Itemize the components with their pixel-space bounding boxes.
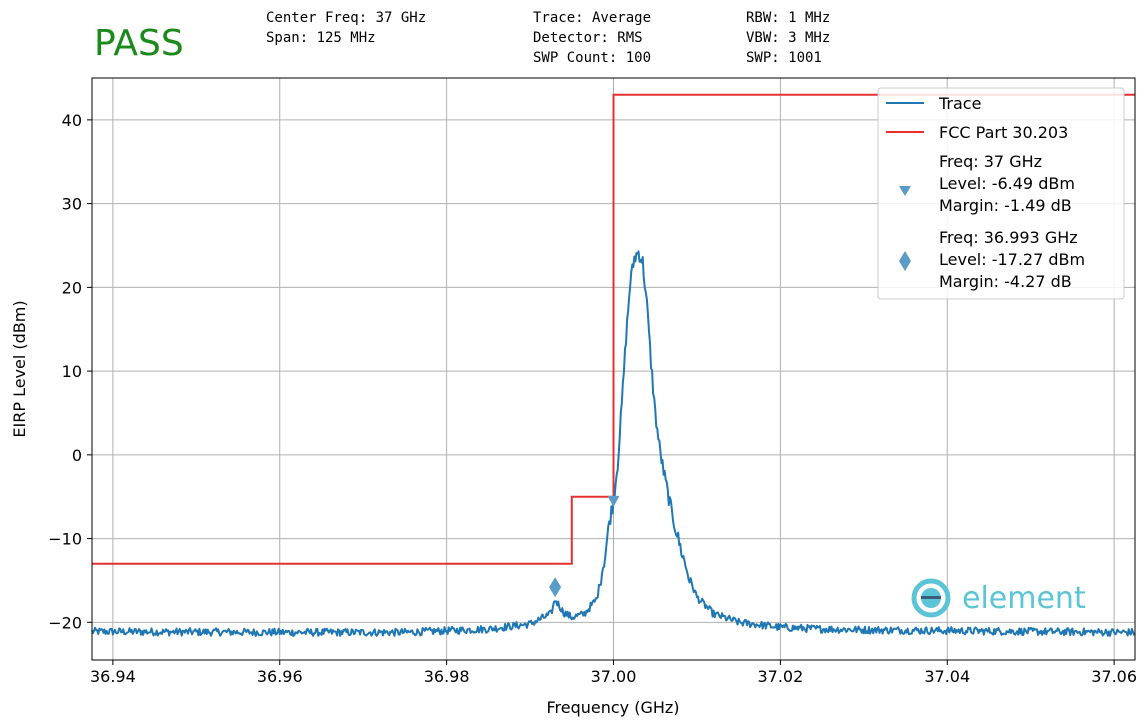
legend-box	[877, 87, 1125, 300]
legend-marker1-freq: Freq: 37 GHz	[939, 152, 1042, 171]
y-tick-label: 10	[62, 362, 82, 381]
y-tick-label: 30	[62, 195, 82, 214]
legend: Trace FCC Part 30.203 Freq: 37 GHz Level…	[877, 87, 1125, 300]
legend-limit-label: FCC Part 30.203	[939, 123, 1068, 142]
x-tick-label: 37.00	[591, 667, 637, 686]
y-tick-label: 20	[62, 278, 82, 297]
legend-marker2-diamond-icon	[899, 251, 911, 271]
element-logo: element	[911, 578, 1086, 618]
legend-trace-label: Trace	[938, 94, 981, 113]
header-rbw: RBW: 1 MHz	[746, 10, 830, 26]
legend-marker1-margin: Margin: -1.49 dB	[939, 196, 1072, 215]
legend-marker2-freq: Freq: 36.993 GHz	[939, 228, 1078, 247]
header-swp: SWP: 1001	[746, 50, 822, 66]
marker-1-triangle-down-icon	[607, 495, 620, 507]
y-tick-label: 40	[62, 111, 82, 130]
x-tick-label: 37.04	[924, 667, 970, 686]
legend-marker1-level: Level: -6.49 dBm	[939, 174, 1075, 193]
header-vbw: VBW: 3 MHz	[746, 30, 830, 46]
legend-marker2-level: Level: -17.27 dBm	[939, 250, 1085, 269]
marker-2-diamond-icon	[549, 577, 562, 598]
y-tick-label: −20	[48, 613, 82, 632]
logo-text: element	[962, 581, 1086, 616]
logo-circle-icon	[911, 578, 951, 618]
measurement-header: Center Freq: 37 GHz Span: 125 MHz Trace:…	[266, 10, 830, 66]
x-axis-label: Frequency (GHz)	[546, 698, 679, 717]
pass-status: PASS	[94, 23, 184, 64]
limit-line	[92, 93, 1135, 565]
x-tick-label: 36.94	[90, 667, 136, 686]
x-tick-label: 37.06	[1091, 667, 1137, 686]
y-tick-label: 0	[72, 446, 82, 465]
y-axis-label: EIRP Level (dBm)	[10, 300, 29, 437]
ticks: 36.94 36.96 36.98 37.00 37.02 37.04 37.06 −20 −1…	[48, 111, 1137, 686]
x-tick-label: 37.02	[757, 667, 803, 686]
header-center-freq: Center Freq: 37 GHz	[266, 10, 426, 26]
logo-bar-icon	[921, 596, 941, 599]
x-tick-label: 36.96	[257, 667, 303, 686]
header-swp-count: SWP Count: 100	[533, 50, 651, 66]
x-tick-label: 36.98	[424, 667, 470, 686]
header-trace: Trace: Average	[533, 10, 651, 26]
legend-marker1-triangle-icon	[899, 186, 911, 196]
y-tick-label: −10	[48, 530, 82, 549]
fcc-limit-series	[92, 93, 1135, 565]
legend-marker2-margin: Margin: -4.27 dB	[939, 272, 1072, 291]
header-span: Span: 125 MHz	[266, 30, 376, 46]
markers	[549, 495, 620, 598]
header-detector: Detector: RMS	[533, 30, 643, 46]
